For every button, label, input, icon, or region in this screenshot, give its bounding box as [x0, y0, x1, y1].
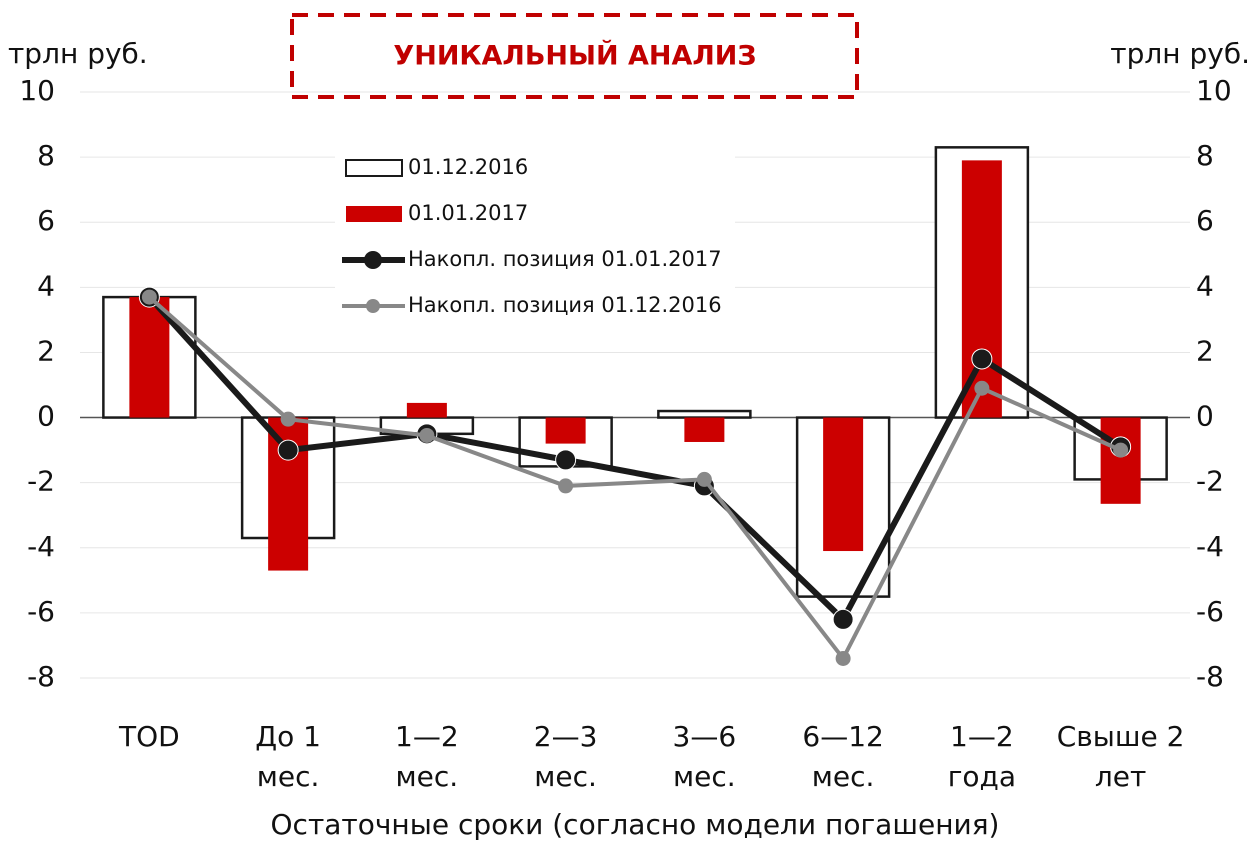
y2-tick-label: -4	[1196, 530, 1224, 563]
bar	[545, 417, 586, 444]
legend-swatch	[364, 251, 382, 269]
x-tick-label: мес.	[812, 760, 875, 793]
point	[1113, 442, 1129, 458]
legend-label: 01.01.2017	[408, 201, 528, 225]
point	[280, 411, 296, 427]
x-tick-label: мес.	[534, 760, 597, 793]
x-tick-label: 1—2	[950, 720, 1014, 753]
bar	[823, 417, 864, 552]
y2-tick-label: -8	[1196, 660, 1224, 693]
x-tick-label: 3—6	[673, 720, 737, 753]
point	[696, 471, 712, 487]
x-tick-label: мес.	[673, 760, 736, 793]
x-tick-label: мес.	[396, 760, 459, 793]
chart-title: УНИКАЛЬНЫЙ АНАЛИЗ	[393, 40, 756, 72]
point	[971, 348, 993, 370]
y-tick-label: 10	[19, 74, 55, 107]
legend-swatch	[366, 299, 380, 313]
point	[555, 449, 577, 471]
x-tick-label: 2—3	[534, 720, 598, 753]
x-tick-label: 1—2	[395, 720, 459, 753]
legend-label: Накопл. позиция 01.01.2017	[408, 247, 722, 271]
y-tick-label: 4	[37, 269, 55, 302]
point	[558, 478, 574, 494]
x-tick-label: мес.	[257, 760, 320, 793]
x-axis-label: Остаточные сроки (согласно модели погаше…	[271, 808, 1000, 841]
y-tick-label: -6	[27, 595, 55, 628]
x-tick-label: TOD	[118, 720, 180, 753]
point	[419, 427, 435, 443]
y2-tick-label: 2	[1196, 334, 1214, 367]
bar	[684, 417, 725, 442]
point	[835, 650, 851, 666]
y-tick-label: -8	[27, 660, 55, 693]
x-tick-label: лет	[1095, 760, 1146, 793]
y-tick-label: 2	[37, 334, 55, 367]
title-box	[290, 13, 859, 99]
bar	[1100, 417, 1141, 504]
y-tick-label: -4	[27, 530, 55, 563]
legend-label: Накопл. позиция 01.12.2016	[408, 293, 722, 317]
y2-tick-label: 0	[1196, 400, 1214, 433]
legend-label: 01.12.2016	[408, 155, 528, 179]
line	[148, 295, 1122, 663]
legend-swatch	[346, 206, 402, 222]
point	[832, 608, 854, 630]
y2-tick-label: 4	[1196, 269, 1214, 302]
bar	[129, 297, 170, 418]
y2-tick-label: 8	[1196, 139, 1214, 172]
bar	[406, 402, 447, 418]
line	[147, 295, 1123, 625]
y2-tick-label: -2	[1196, 465, 1224, 498]
y-tick-label: 8	[37, 139, 55, 172]
bar	[657, 409, 752, 419]
y2-tick-label: 10	[1196, 74, 1232, 107]
x-tick-label: 6—12	[802, 720, 883, 753]
bar	[961, 160, 1002, 418]
x-tick-label: До 1	[255, 720, 321, 753]
legend-swatch	[345, 159, 403, 177]
y-axis-label: трлн руб.	[8, 37, 148, 70]
y-tick-label: 0	[37, 400, 55, 433]
point	[974, 380, 990, 396]
y2-axis-label: трлн руб.	[1110, 37, 1250, 70]
y2-tick-label: 6	[1196, 204, 1214, 237]
y2-tick-label: -6	[1196, 595, 1224, 628]
y-tick-label: -2	[27, 465, 55, 498]
x-tick-label: Свыше 2	[1057, 720, 1185, 753]
x-tick-label: года	[948, 760, 1016, 793]
point	[141, 289, 157, 305]
y-tick-label: 6	[37, 204, 55, 237]
point	[277, 439, 299, 461]
